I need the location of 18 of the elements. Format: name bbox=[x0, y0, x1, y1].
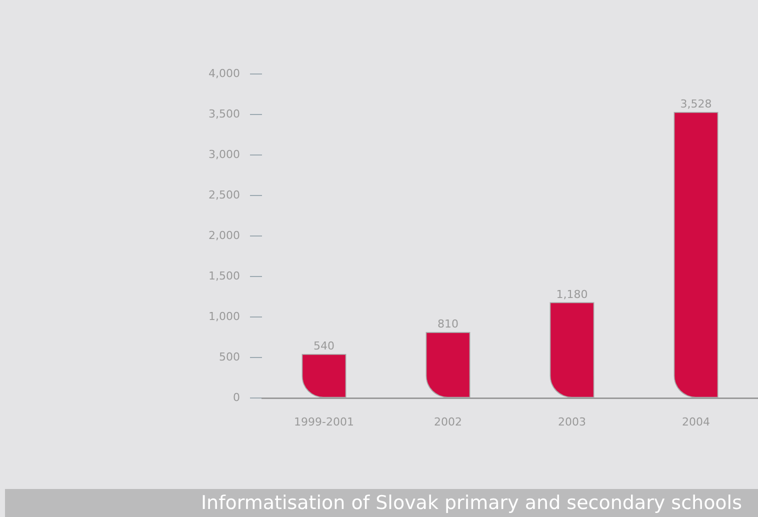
x-tick-label: 2002 bbox=[434, 415, 462, 428]
data-label: 3,528 bbox=[680, 98, 712, 111]
x-tick-label: 2003 bbox=[558, 415, 586, 428]
y-tick-label: 1,000 bbox=[208, 310, 240, 323]
y-tick-label: 4,000 bbox=[208, 66, 240, 80]
x-tick-label: 2004 bbox=[682, 415, 710, 428]
x-tick-label: 1999-2001 bbox=[294, 415, 354, 428]
data-label: 810 bbox=[438, 318, 458, 331]
y-tick-label: 3,000 bbox=[208, 148, 240, 161]
data-label: 540 bbox=[314, 340, 334, 353]
y-tick-label: 1,500 bbox=[208, 269, 240, 282]
y-tick-label: 0 bbox=[233, 390, 240, 404]
y-tick-label: 2,500 bbox=[208, 188, 240, 202]
y-tick-label: 500 bbox=[219, 350, 240, 364]
data-label: 1,180 bbox=[556, 288, 588, 301]
text: Informatisation of Slovak primary and secondary schools bbox=[5, 489, 758, 517]
y-tick-label: 2,000 bbox=[208, 228, 240, 242]
y-tick-label: 3,500 bbox=[208, 107, 240, 120]
